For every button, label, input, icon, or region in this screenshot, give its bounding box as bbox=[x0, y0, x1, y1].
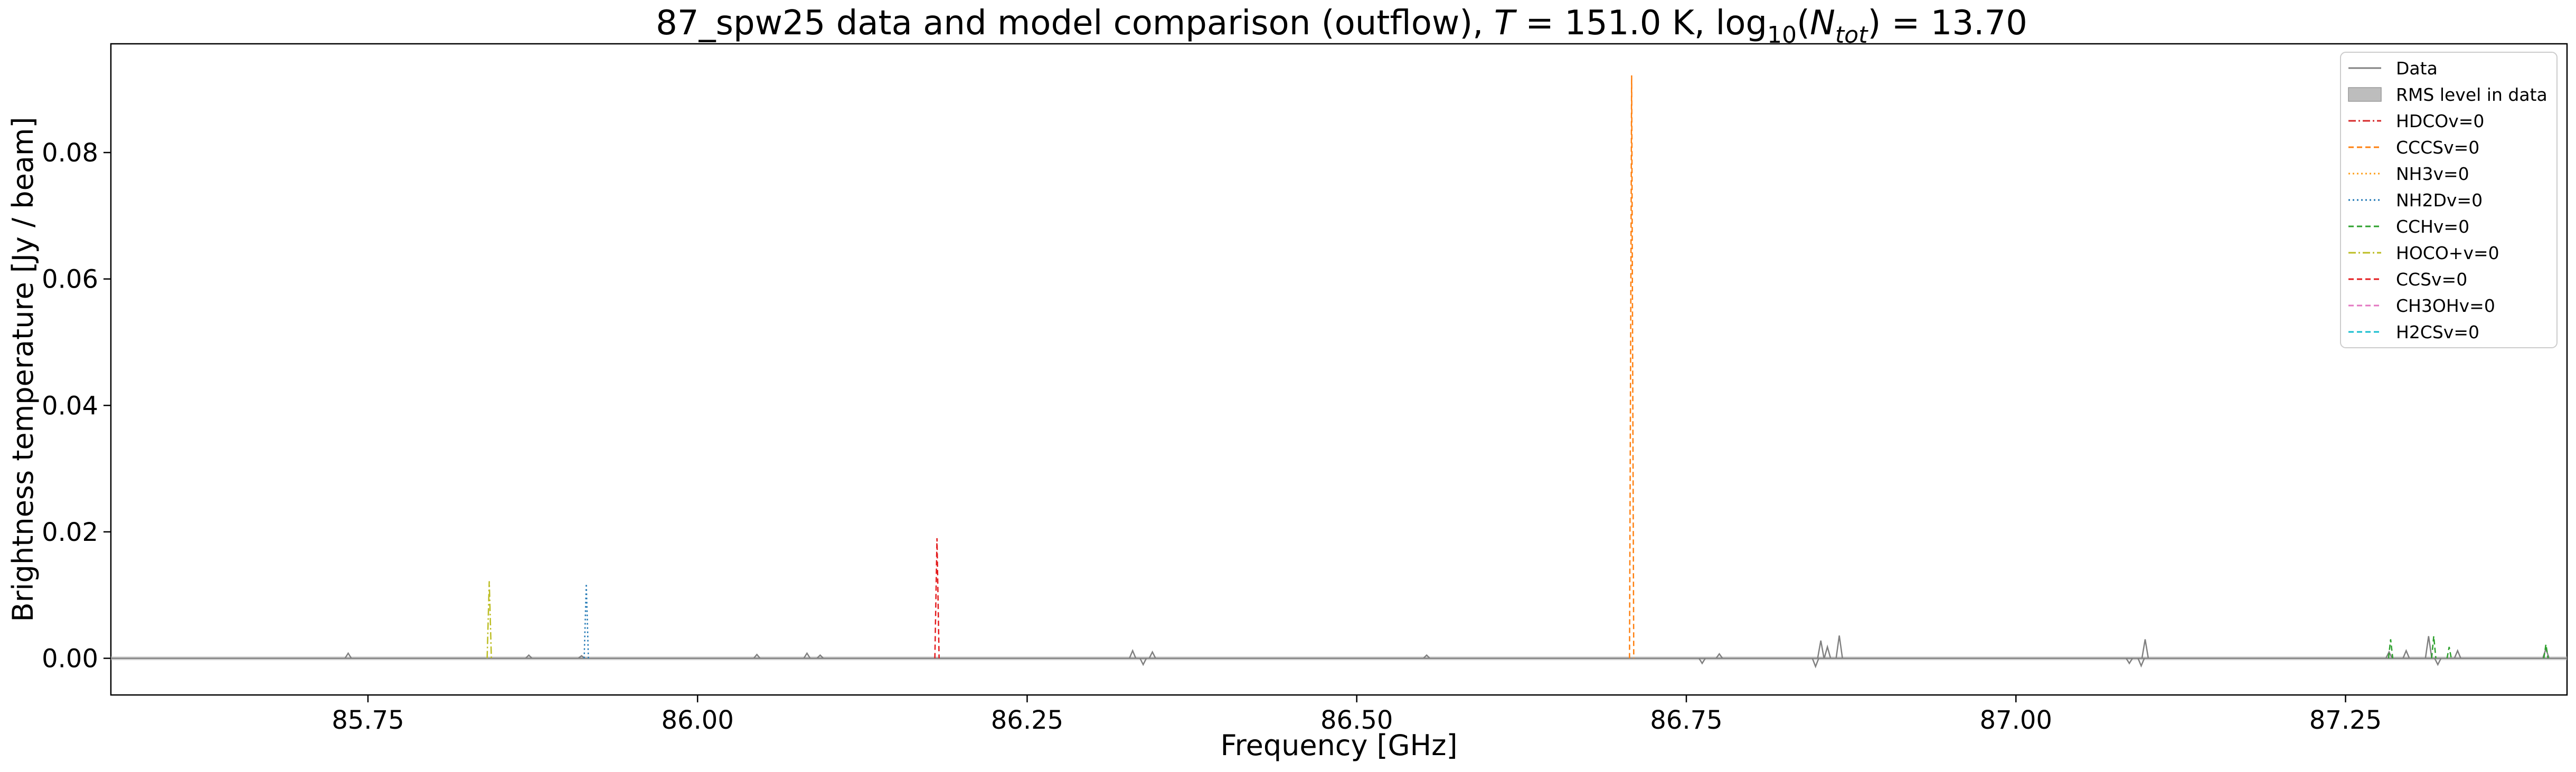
model-peak bbox=[1629, 75, 1635, 659]
y-tick-label: 0.00 bbox=[42, 644, 98, 674]
x-axis-label: Frequency [GHz] bbox=[1220, 729, 1457, 762]
data-point bbox=[1148, 650, 1156, 659]
data-point bbox=[2434, 657, 2442, 666]
data-point bbox=[1811, 658, 1819, 669]
data-point bbox=[1423, 654, 1430, 659]
data-series bbox=[111, 635, 2567, 669]
legend-label: Data bbox=[2396, 58, 2438, 79]
legend-swatch bbox=[2348, 87, 2382, 102]
legend-label: HDCOv=0 bbox=[2396, 111, 2484, 131]
legend-label: NH3v=0 bbox=[2396, 164, 2469, 184]
data-point bbox=[753, 653, 761, 659]
legend-label: HOCO+v=0 bbox=[2396, 243, 2499, 263]
model-peak bbox=[2446, 646, 2452, 659]
y-axis-ticks: 0.00 0.02 0.04 0.06 0.08 bbox=[42, 138, 111, 674]
y-tick-label: 0.08 bbox=[42, 138, 98, 168]
data-point bbox=[2141, 639, 2149, 659]
x-tick-label: 87.00 bbox=[1980, 706, 2052, 735]
data-point bbox=[2125, 657, 2134, 665]
x-tick-label: 86.75 bbox=[1650, 706, 1722, 735]
data-point bbox=[1823, 644, 1832, 659]
model-peak bbox=[2543, 644, 2549, 659]
y-tick-label: 0.02 bbox=[42, 518, 98, 547]
legend-label: CCSv=0 bbox=[2396, 269, 2467, 290]
data-point bbox=[2137, 658, 2145, 668]
data-point bbox=[344, 652, 352, 659]
legend-entries: Data RMS level in data HDCOv=0 CCCSv=0 NH3v=… bbox=[2348, 58, 2547, 342]
x-tick-label: 86.50 bbox=[1320, 706, 1393, 735]
legend-label: RMS level in data bbox=[2396, 84, 2547, 105]
legend-label: CCCSv=0 bbox=[2396, 137, 2479, 158]
data-point bbox=[2385, 650, 2393, 659]
y-tick-label: 0.06 bbox=[42, 265, 98, 294]
x-tick-label: 86.25 bbox=[991, 706, 1063, 735]
legend-label: NH2Dv=0 bbox=[2396, 190, 2483, 211]
x-axis-ticks: 85.75 86.00 86.25 86.50 86.75 87.00 87.25 bbox=[332, 695, 2382, 735]
data-point bbox=[1817, 640, 1825, 659]
model-peak bbox=[486, 581, 492, 659]
data-point bbox=[1129, 649, 1137, 659]
legend-label: CH3OHv=0 bbox=[2396, 296, 2495, 316]
data-point bbox=[1139, 657, 1147, 666]
data-point bbox=[803, 652, 811, 659]
data-point bbox=[1835, 635, 1843, 659]
legend-box bbox=[2340, 52, 2558, 348]
data-point bbox=[1715, 652, 1723, 659]
model-peak bbox=[934, 538, 940, 659]
x-tick-label: 85.75 bbox=[332, 706, 404, 735]
data-point bbox=[1698, 657, 1706, 665]
data-point bbox=[2402, 649, 2410, 659]
legend-label: H2CSv=0 bbox=[2396, 322, 2479, 342]
legend: Data RMS level in data HDCOv=0 CCCSv=0 NH3v=… bbox=[2340, 52, 2558, 348]
chart-title: 87_spw25 data and model comparison (outf… bbox=[656, 4, 2027, 49]
legend-label: CCHv=0 bbox=[2396, 216, 2469, 237]
plot-frame bbox=[110, 43, 2568, 696]
x-tick-label: 87.25 bbox=[2309, 706, 2382, 735]
model-peak bbox=[2388, 639, 2394, 659]
data-point bbox=[525, 654, 533, 659]
data-point bbox=[816, 654, 824, 659]
y-tick-label: 0.04 bbox=[42, 391, 98, 421]
model-series bbox=[486, 75, 2549, 659]
x-tick-label: 86.00 bbox=[661, 706, 733, 735]
y-axis-label: Brightness temperature [Jy / beam] bbox=[6, 117, 40, 622]
model-peak bbox=[2431, 636, 2437, 659]
data-point bbox=[2424, 636, 2433, 659]
data-point bbox=[2454, 649, 2461, 659]
